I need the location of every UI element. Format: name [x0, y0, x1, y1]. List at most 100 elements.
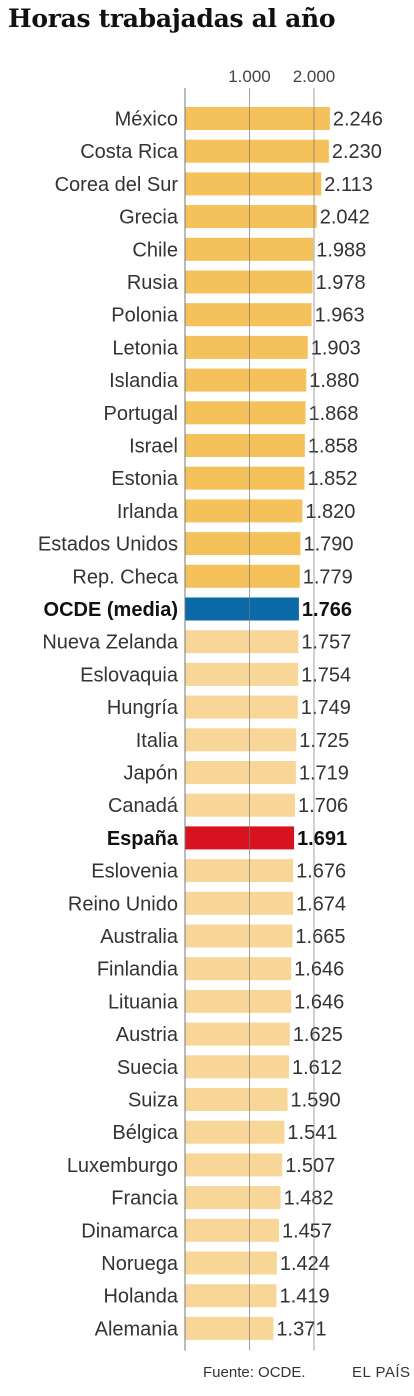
bar-label: España [107, 828, 179, 850]
value-label: 1.590 [291, 1090, 341, 1112]
bar [185, 270, 313, 294]
value-label: 1.790 [303, 534, 353, 556]
bar-label: Finlandia [97, 959, 179, 981]
bar [185, 1022, 290, 1046]
bar-label: Japón [124, 763, 179, 785]
bar [185, 107, 330, 130]
value-label: 1.482 [284, 1188, 334, 1210]
bar-label: OCDE (media) [44, 599, 178, 621]
bar-label: Eslovenia [91, 861, 179, 883]
bar [185, 172, 322, 196]
bar [185, 335, 308, 359]
bar-label: Noruega [101, 1253, 179, 1275]
bar [185, 303, 312, 327]
bar [185, 205, 317, 229]
value-label: 1.424 [280, 1253, 330, 1275]
value-label: 1.371 [276, 1318, 326, 1340]
bar-label: Suiza [128, 1090, 179, 1112]
value-label: 1.820 [305, 501, 355, 523]
bar-label: Reino Unido [68, 893, 178, 915]
bar-label: Islandia [109, 370, 179, 392]
bar [185, 368, 307, 392]
source-note: Fuente: OCDE. [203, 1364, 306, 1381]
bar [185, 630, 299, 654]
tick-label: 1.000 [228, 67, 271, 86]
value-label: 1.988 [316, 239, 366, 261]
bar [185, 1186, 281, 1210]
bar [185, 1153, 283, 1177]
bar-label: Austria [116, 1024, 179, 1046]
bar-label: Nueva Zelanda [42, 632, 179, 654]
bar-label: Canadá [108, 795, 179, 817]
bar [185, 793, 296, 817]
tick-label: 2.000 [293, 67, 336, 86]
bar-label: Letonia [112, 337, 178, 359]
bar [185, 891, 293, 915]
bar [185, 401, 306, 425]
bar-label: Polonia [111, 305, 179, 327]
publisher-logo: EL PAÍS [352, 1364, 411, 1381]
value-label: 2.113 [324, 174, 373, 196]
value-label: 2.042 [320, 207, 370, 229]
value-label: 1.858 [308, 436, 358, 458]
bar-label: Alemania [95, 1318, 179, 1340]
bar-label: Rep. Checa [72, 566, 178, 588]
bar [185, 1218, 279, 1242]
bar [185, 695, 298, 719]
bar-label: México [115, 109, 178, 131]
bar [185, 532, 301, 556]
bar-label: Grecia [119, 207, 179, 229]
bar [185, 1251, 277, 1275]
bar-label: Irlanda [117, 501, 179, 523]
bar [185, 662, 299, 686]
bar [185, 957, 292, 981]
bar-label: Lituania [108, 991, 179, 1013]
value-label: 1.719 [299, 763, 349, 785]
bar [185, 924, 293, 948]
value-label: 1.457 [282, 1220, 332, 1242]
bar-label: Portugal [104, 403, 179, 425]
bar-label: Hungría [107, 697, 179, 719]
bar-label: Francia [111, 1188, 179, 1210]
bar [185, 826, 295, 850]
value-label: 1.749 [301, 697, 351, 719]
bar-label: Australia [100, 926, 179, 948]
value-label: 1.646 [294, 991, 344, 1013]
value-label: 1.880 [309, 370, 359, 392]
chart-title: Horas trabajadas al año [8, 4, 336, 33]
bar [185, 139, 329, 163]
value-label: 1.779 [303, 566, 353, 588]
bar [185, 1088, 288, 1111]
bar-label: Rusia [127, 272, 179, 294]
bar-label: Dinamarca [81, 1220, 179, 1242]
bar [185, 434, 305, 457]
bar [185, 564, 300, 588]
bar [185, 761, 296, 784]
bar-label: Luxemburgo [67, 1155, 178, 1177]
bar-label: Corea del Sur [55, 174, 179, 196]
value-label: 1.963 [315, 305, 365, 327]
bar [185, 859, 294, 883]
value-label: 1.868 [308, 403, 358, 425]
value-label: 1.754 [301, 664, 351, 686]
bar [185, 466, 305, 490]
bar-label: Costa Rica [80, 141, 179, 163]
value-label: 1.625 [293, 1024, 343, 1046]
bar [185, 499, 303, 523]
value-label: 1.507 [285, 1155, 335, 1177]
bar [185, 989, 292, 1013]
value-label: 1.852 [307, 468, 357, 490]
bar-label: Estonia [111, 468, 179, 490]
bar-label: Bélgica [112, 1122, 178, 1144]
bar-label: Chile [132, 239, 178, 261]
bar-label: Italia [136, 730, 179, 752]
bar-label: Estados Unidos [38, 534, 178, 556]
value-label: 1.978 [316, 272, 366, 294]
value-label: 2.246 [333, 109, 383, 131]
value-label: 1.766 [302, 599, 352, 621]
bar [185, 1055, 289, 1079]
value-label: 1.676 [296, 861, 346, 883]
bar [185, 1316, 274, 1340]
bar [185, 1284, 277, 1308]
